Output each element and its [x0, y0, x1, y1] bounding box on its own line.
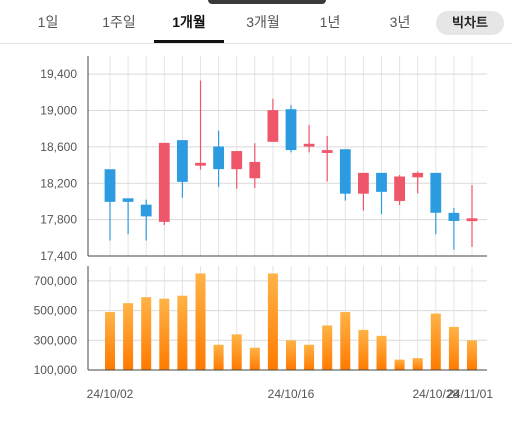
volume-axis-tick-label: 500,000: [34, 304, 78, 318]
volume-bar: [467, 340, 477, 370]
price-axis-tick-label: 17,800: [40, 213, 77, 227]
price-axis-tick-label: 19,000: [40, 104, 77, 118]
volume-bar: [267, 273, 278, 370]
volume-bar: [213, 344, 224, 370]
volume-bar: [141, 297, 152, 370]
volume-bar: [358, 329, 369, 370]
volume-bar: [159, 298, 170, 370]
candle-body: [303, 143, 315, 147]
volume-bar: [231, 334, 242, 370]
volume-bar: [177, 295, 188, 370]
candle-body: [357, 172, 369, 194]
price-panel: 19,400 19,000 18,600 18,200 17,800 17,400: [40, 56, 487, 263]
candle-body: [104, 169, 116, 202]
candle-body: [158, 142, 170, 222]
price-axis-tick-label: 17,400: [40, 249, 77, 263]
volume-bar: [123, 303, 134, 370]
candle-body: [285, 109, 297, 151]
volume-bar: [412, 358, 423, 370]
candle-body: [213, 146, 225, 170]
volume-bar: [105, 312, 115, 370]
candle-body: [376, 172, 387, 192]
date-axis-tick-label: 24/10/28: [412, 387, 459, 401]
price-axis-tick-label: 18,600: [40, 140, 77, 154]
volume-bar: [394, 359, 405, 370]
volume-axis-tick-label: 100,000: [34, 363, 78, 377]
volume-bar: [430, 313, 441, 370]
candle-body: [394, 176, 406, 201]
volume-bar: [340, 312, 351, 370]
candle-body: [339, 149, 351, 194]
candle-body: [140, 204, 152, 217]
candle-body: [249, 161, 261, 179]
price-axis-tick-label: 19,400: [40, 67, 77, 81]
tab-bar-divider: [0, 43, 512, 44]
candle-body: [448, 212, 460, 221]
volume-bar: [249, 347, 260, 370]
date-axis-tick-label: 24/11/01: [447, 387, 493, 401]
volume-bar: [322, 325, 333, 370]
active-tab-indicator: [154, 40, 224, 43]
volume-bar: [304, 344, 315, 370]
big-chart-toggle[interactable]: 빅차트: [436, 11, 504, 35]
candle-body: [122, 198, 134, 202]
volume-axis-tick-label: 300,000: [34, 333, 78, 347]
tab-1-day[interactable]: 1일: [37, 14, 59, 30]
candle-body: [195, 162, 206, 166]
tab-3-months[interactable]: 3개월: [246, 14, 280, 30]
volume-bar: [376, 335, 387, 370]
candle-body: [466, 218, 478, 222]
period-tab-bar: 1일 1주일 1개월 3개월 1년 3년 빅차트: [0, 0, 512, 44]
candle-body: [412, 172, 424, 178]
candle-body: [267, 110, 279, 142]
sheet-grip-handle[interactable]: [208, 0, 326, 4]
tab-3-years[interactable]: 3년: [389, 14, 411, 30]
volume-axis-tick-label: 700,000: [34, 274, 78, 288]
date-axis-tick-label: 24/10/02: [87, 387, 134, 401]
date-axis-tick-label: 24/10/16: [268, 387, 315, 401]
volume-bar: [448, 326, 459, 370]
tab-1-month[interactable]: 1개월: [172, 14, 206, 30]
candle-body: [176, 140, 188, 182]
volume-panel: 700,000 500,000 300,000 100,000 24/10/02 24/1…: [34, 266, 493, 401]
volume-bar: [195, 273, 206, 370]
candle-body: [321, 150, 333, 153]
price-axis-tick-label: 18,200: [40, 176, 77, 190]
tab-1-week[interactable]: 1주일: [102, 14, 136, 30]
tab-1-year[interactable]: 1년: [319, 14, 341, 30]
candle-body: [430, 172, 442, 213]
volume-bar: [286, 340, 296, 370]
candle-body: [231, 151, 243, 170]
